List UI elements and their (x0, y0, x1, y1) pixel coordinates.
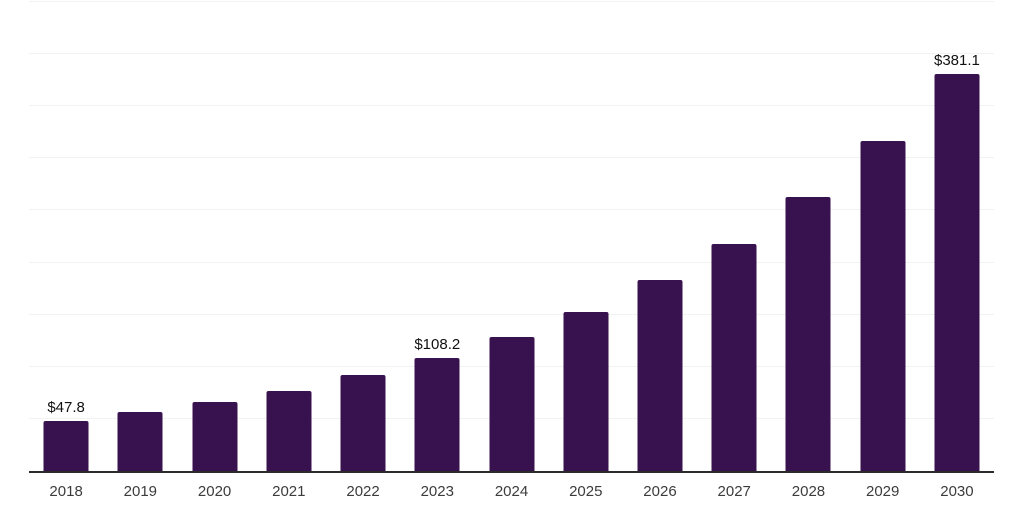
gridline (29, 53, 994, 55)
x-tick-label: 2023 (420, 483, 454, 500)
bar-slot (252, 2, 326, 471)
bar-slot (177, 2, 251, 471)
gridline (29, 157, 994, 159)
bar-slot (771, 2, 845, 471)
bar (934, 73, 980, 471)
x-tick-label: 2026 (643, 483, 677, 500)
gridline (29, 209, 994, 211)
x-tick-label: 2020 (197, 483, 232, 500)
bar-slot (474, 2, 548, 471)
x-tick-label: 2027 (717, 483, 751, 500)
bar-chart: $47.8 $108.2 $381.1 2018 2019 2020 2021 2022 20… (29, 1, 994, 500)
x-tick-label: 2021 (272, 483, 306, 500)
x-tick-label: 2025 (569, 483, 603, 500)
x-tick-label: 2022 (346, 483, 380, 500)
bar (117, 412, 163, 471)
bar-slot: $108.2 (400, 2, 474, 471)
bar (340, 375, 386, 471)
x-tick-label: 2019 (123, 483, 158, 500)
bar-value-label: $381.1 (933, 51, 980, 69)
bar (489, 336, 535, 471)
x-tick-label: 2029 (866, 483, 900, 500)
bar-slot (697, 2, 771, 471)
x-axis-labels: 2018 2019 2020 2021 2022 2023 2024 2025 2026 2027… (29, 483, 994, 500)
x-axis-line (29, 471, 994, 473)
bar-value-label: $108.2 (414, 336, 461, 354)
x-tick-label: 2018 (49, 483, 83, 500)
bar-slot: $381.1 (920, 2, 994, 471)
x-tick-label: 2028 (791, 483, 826, 500)
bar-slot (103, 2, 177, 471)
bar (43, 421, 89, 471)
gridline (29, 105, 994, 107)
bar-slot (549, 2, 623, 471)
bar-value-label: $47.8 (47, 399, 85, 417)
bar-slot (846, 2, 920, 471)
gridline (29, 1, 994, 2)
bar (414, 358, 460, 471)
bar-slot (623, 2, 697, 471)
bar-slot (326, 2, 400, 471)
bar (785, 197, 831, 471)
bar (192, 402, 238, 471)
bar (637, 279, 683, 471)
gridline (29, 261, 994, 263)
bar (563, 311, 609, 471)
x-tick-label: 2024 (494, 483, 529, 500)
bar (860, 141, 906, 471)
plot-area: $47.8 $108.2 $381.1 (29, 1, 994, 473)
x-tick-label: 2030 (940, 483, 974, 500)
bar-slot: $47.8 (29, 2, 103, 471)
bars-row: $47.8 $108.2 $381.1 (29, 2, 994, 471)
bar (266, 391, 312, 471)
gridline (29, 313, 994, 315)
bar (711, 244, 757, 471)
